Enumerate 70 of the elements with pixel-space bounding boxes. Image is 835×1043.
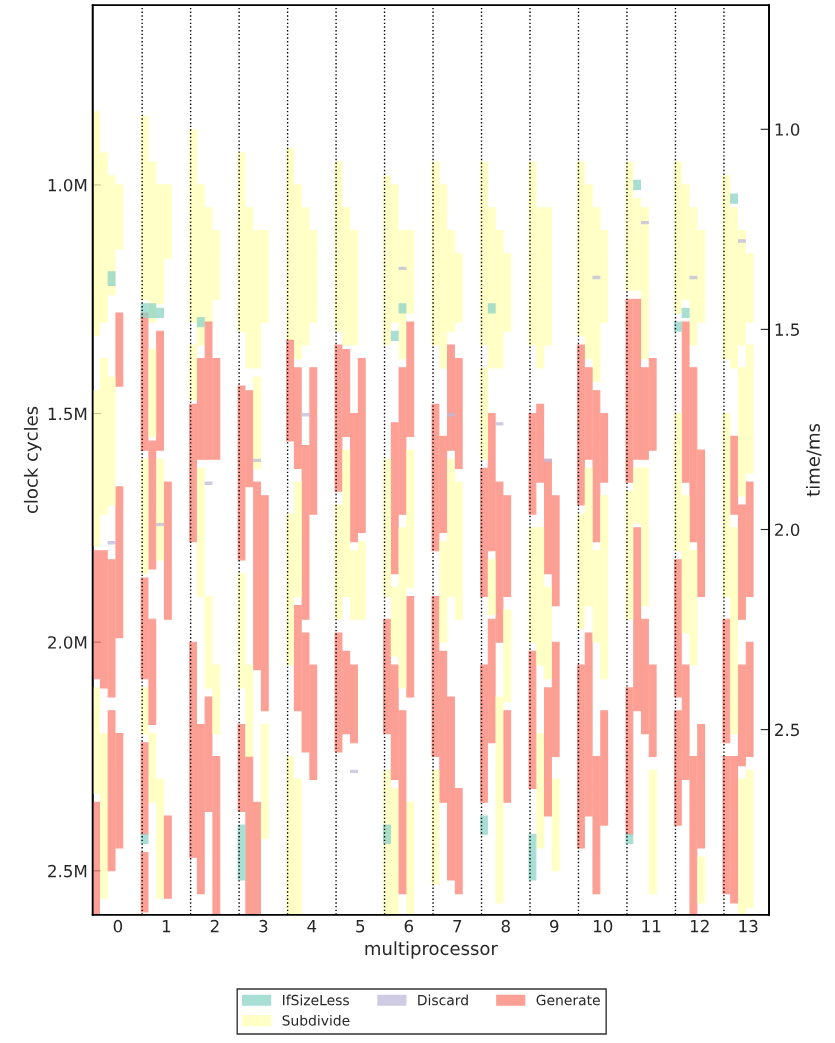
bar xyxy=(681,307,690,319)
bar xyxy=(536,733,545,849)
bar xyxy=(107,541,116,545)
bar xyxy=(107,271,116,287)
bar xyxy=(543,458,552,463)
bar xyxy=(163,481,172,620)
legend-label: Subdivide xyxy=(282,1014,350,1026)
x-tick-label: 5 xyxy=(356,920,365,933)
bar xyxy=(140,458,149,575)
x-tick-label: 12 xyxy=(690,919,709,933)
x-tick-label: 1 xyxy=(162,920,171,933)
bar xyxy=(301,412,310,417)
y2-tick-label: 2.0 xyxy=(775,523,800,537)
bar xyxy=(640,220,649,225)
bar xyxy=(196,316,205,328)
x-tick-label: 0 xyxy=(113,919,123,933)
bar xyxy=(648,769,657,895)
x-tick-label: 6 xyxy=(404,919,414,933)
bar xyxy=(730,193,739,204)
bar xyxy=(390,330,399,341)
bar xyxy=(204,481,213,485)
bar xyxy=(260,723,269,840)
bar xyxy=(350,769,358,774)
legend-label: Discard xyxy=(418,994,468,1006)
x-tick-label: 9 xyxy=(550,919,559,933)
y2-tick-label: 1.5 xyxy=(775,323,799,336)
x-tick-label: 3 xyxy=(259,919,268,933)
legend-label: Generate xyxy=(536,994,600,1006)
x-axis-title: multiprocessor xyxy=(365,941,498,959)
y-tick-label: 1.0M xyxy=(48,178,87,192)
bar xyxy=(487,559,496,616)
bar xyxy=(253,458,261,463)
x-tick-label: 2 xyxy=(210,919,219,933)
bar xyxy=(156,522,165,527)
x-tick-label: 13 xyxy=(739,919,758,933)
bar xyxy=(163,815,172,899)
bar xyxy=(115,312,124,387)
x-tick-label: 10 xyxy=(593,919,613,933)
y2-tick-label: 1.0 xyxy=(775,123,800,136)
bar xyxy=(689,275,698,280)
bar xyxy=(406,595,415,698)
bar xyxy=(447,412,455,417)
y-tick-label: 1.5M xyxy=(48,407,87,421)
bar xyxy=(140,833,149,844)
x-tick-label: 8 xyxy=(501,919,510,933)
x-tick-label: 11 xyxy=(642,920,661,933)
x-tick-label: 4 xyxy=(307,920,317,933)
bar xyxy=(697,856,706,904)
bar xyxy=(551,778,560,872)
bar xyxy=(495,422,504,426)
y-axis-title: clock cycles xyxy=(23,406,42,514)
bar xyxy=(673,321,682,332)
bar xyxy=(737,239,746,243)
bar xyxy=(592,275,601,280)
bar xyxy=(253,376,261,469)
legend-label: IfSizeLess xyxy=(282,994,349,1006)
bar xyxy=(398,266,407,271)
bar xyxy=(148,348,157,437)
bar xyxy=(383,824,391,844)
bar xyxy=(398,303,407,314)
y-tick-label: 2.5M xyxy=(48,864,87,878)
bar xyxy=(633,179,642,191)
bar xyxy=(625,833,634,844)
x-tick-label: 7 xyxy=(453,920,462,933)
bar xyxy=(480,815,488,835)
bar xyxy=(487,303,496,314)
y-tick-label: 2.0M xyxy=(48,636,87,649)
y2-tick-label: 2.5 xyxy=(775,723,799,737)
y2-axis-title: time/ms xyxy=(805,423,822,497)
bar xyxy=(156,458,165,561)
